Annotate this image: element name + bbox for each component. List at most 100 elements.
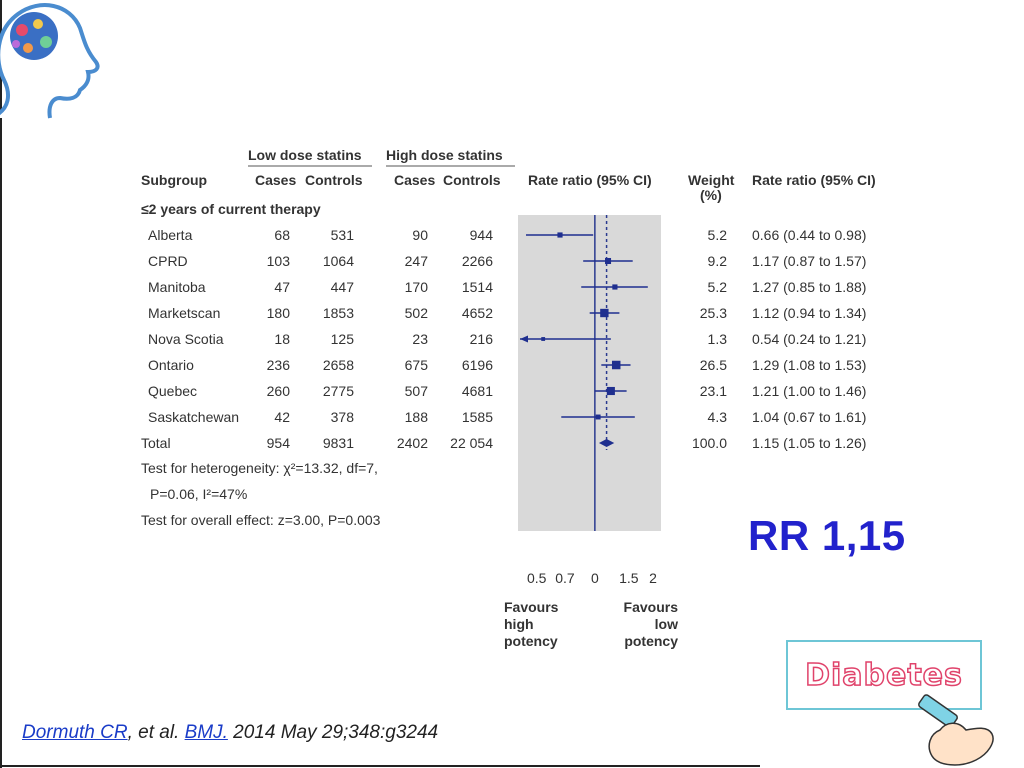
header-low-controls: Controls <box>305 172 363 188</box>
diabetes-badge: Diabetes <box>786 640 982 710</box>
cell-high-controls: 2266 <box>462 253 493 269</box>
plot-background <box>518 215 661 531</box>
table-row: Saskatchewan 42 378 188 1585 4.3 1.04 (0.67 to… <box>148 409 866 425</box>
cell-weight: 5.2 <box>708 279 728 295</box>
ci-arrow <box>520 335 528 343</box>
cell-low-cases: 260 <box>267 383 291 399</box>
cell-rr-text: 0.66 (0.44 to 0.98) <box>752 227 866 243</box>
cell-subgroup: Quebec <box>148 383 197 399</box>
point-estimate <box>595 414 601 420</box>
citation-journal-link[interactable]: BMJ. <box>184 722 228 743</box>
point-estimate <box>605 257 612 265</box>
hand-marker-icon <box>918 694 994 766</box>
cell-rr-text: 1.29 (1.08 to 1.53) <box>752 357 866 373</box>
cell-high-cases: 170 <box>405 279 429 295</box>
forest-plot-chart: Low dose statins High dose statins Subgr… <box>141 147 876 649</box>
cell-rr-text: 1.12 (0.94 to 1.34) <box>752 305 866 321</box>
cell-weight: 100.0 <box>692 435 727 451</box>
cell-subgroup: Marketscan <box>148 305 220 321</box>
cell-rr-text: 1.21 (1.00 to 1.46) <box>752 383 866 399</box>
diabetes-badge-text: Diabetes <box>804 657 963 694</box>
cell-high-controls: 1585 <box>462 409 493 425</box>
cell-high-cases: 247 <box>405 253 429 269</box>
favours-left-2: high <box>504 616 534 632</box>
header-low-dose: Low dose statins <box>248 147 362 163</box>
cell-rr-text: 0.54 (0.24 to 1.21) <box>752 331 866 347</box>
rr-annotation: RR 1,15 <box>748 512 906 559</box>
cell-low-cases: 954 <box>267 435 291 451</box>
x-tick-label: 0.5 <box>527 570 547 586</box>
cell-low-cases: 47 <box>274 279 290 295</box>
header-rate-ratio-plot: Rate ratio (95% CI) <box>528 172 652 188</box>
citation-etal: , et al. <box>127 722 185 743</box>
cell-high-controls: 4652 <box>462 305 493 321</box>
cell-high-controls: 944 <box>470 227 494 243</box>
header-rate-ratio-text: Rate ratio (95% CI) <box>752 172 876 188</box>
cell-high-cases: 507 <box>405 383 429 399</box>
header-subgroup: Subgroup <box>141 172 207 188</box>
citation-author-link[interactable]: Dormuth CR <box>22 722 128 743</box>
heterogeneity-line-1: Test for heterogeneity: χ²=13.32, df=7, <box>141 460 378 476</box>
cell-weight: 23.1 <box>700 383 727 399</box>
point-estimate <box>606 386 615 396</box>
point-estimate <box>600 308 609 318</box>
cell-weight: 4.3 <box>708 409 728 425</box>
cell-subgroup: Ontario <box>148 357 194 373</box>
point-estimate <box>611 360 621 370</box>
cell-subgroup: CPRD <box>148 253 188 269</box>
cell-weight: 25.3 <box>700 305 727 321</box>
favours-right-3: potency <box>624 633 678 649</box>
header-high-controls: Controls <box>443 172 501 188</box>
table-row: Quebec 260 2775 507 4681 23.1 1.21 (1.00 to 1.… <box>148 383 866 399</box>
cell-subgroup: Nova Scotia <box>148 331 224 347</box>
data-rows: Alberta 68 531 90 944 5.2 0.66 (0.44 to 0.98) C… <box>141 227 866 451</box>
table-row: Nova Scotia 18 125 23 216 1.3 0.54 (0.24 to 1.… <box>148 331 866 347</box>
cell-weight: 9.2 <box>708 253 728 269</box>
cell-high-controls: 22 054 <box>450 435 493 451</box>
ci-marks <box>520 232 648 447</box>
total-row: Total 954 9831 2402 22 054 100.0 1.15 (1.05 to… <box>141 435 866 451</box>
brain-head-logo-icon <box>0 3 100 119</box>
table-row: Ontario 236 2658 675 6196 26.5 1.29 (1.08 to 1… <box>148 357 866 373</box>
cell-low-controls: 447 <box>331 279 355 295</box>
cell-high-controls: 4681 <box>462 383 493 399</box>
table-row: Manitoba 47 447 170 1514 5.2 1.27 (0.85 to 1.8… <box>148 279 866 295</box>
header-high-dose: High dose statins <box>386 147 503 163</box>
x-axis-ticks: 0.5 0.7 0 1.5 2 <box>527 570 657 586</box>
cell-low-cases: 236 <box>267 357 291 373</box>
cell-subgroup: Alberta <box>148 227 193 243</box>
cell-low-controls: 125 <box>331 331 355 347</box>
x-tick-label: 1.5 <box>619 570 639 586</box>
citation-ref: 2014 May 29;348:g3244 <box>227 722 439 743</box>
favours-left-label: Favours high potency <box>504 599 559 649</box>
favours-right-2: low <box>655 616 678 632</box>
bottom-rule <box>0 765 760 767</box>
cell-high-controls: 216 <box>470 331 494 347</box>
cell-subgroup: Total <box>141 435 171 451</box>
cell-low-controls: 378 <box>331 409 355 425</box>
header-weight: Weight <box>688 172 735 188</box>
cell-low-cases: 42 <box>274 409 290 425</box>
table-row: CPRD 103 1064 247 2266 9.2 1.17 (0.87 to 1.57) <box>148 253 866 269</box>
cell-rr-text: 1.15 (1.05 to 1.26) <box>752 435 866 451</box>
header-weight-unit: (%) <box>700 187 722 203</box>
cell-high-cases: 188 <box>405 409 429 425</box>
cell-rr-text: 1.17 (0.87 to 1.57) <box>752 253 866 269</box>
cell-low-cases: 18 <box>274 331 290 347</box>
cell-weight: 1.3 <box>708 331 728 347</box>
point-estimate <box>541 337 546 341</box>
cell-high-cases: 23 <box>412 331 428 347</box>
x-tick-label: 0 <box>591 570 599 586</box>
section-label: ≤2 years of current therapy <box>141 201 321 217</box>
header-low-cases: Cases <box>255 172 296 188</box>
cell-subgroup: Saskatchewan <box>148 409 239 425</box>
cell-low-controls: 2775 <box>323 383 354 399</box>
heterogeneity-line-2: P=0.06, I²=47% <box>150 486 247 502</box>
header-high-cases: Cases <box>394 172 435 188</box>
cell-high-cases: 2402 <box>397 435 428 451</box>
point-estimate <box>612 284 618 290</box>
cell-high-controls: 1514 <box>462 279 493 295</box>
cell-low-controls: 1853 <box>323 305 354 321</box>
favours-right-1: Favours <box>624 599 679 615</box>
